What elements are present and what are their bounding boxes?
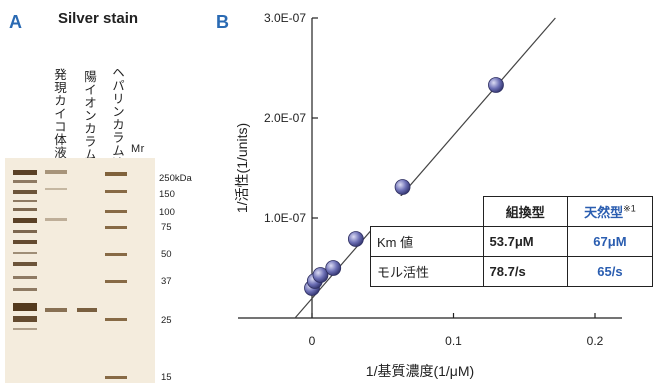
data-point-5 (394, 179, 411, 195)
y-axis-label: 1/活性(1/units) (234, 123, 250, 213)
y-tick-label-1: 2.0E-07 (264, 111, 306, 125)
x-tick-label-2: 0.2 (587, 334, 604, 348)
panel-a-letter: A (9, 12, 22, 32)
row-label-km: Km 値 (370, 226, 484, 257)
molar-activity-natural: 65/s (566, 256, 653, 287)
natural-note-mark: ※1 (623, 203, 636, 214)
x-tick-label-0: 0 (309, 334, 316, 348)
x-axis-label: 1/基質濃度(1/μM) (366, 363, 474, 379)
data-point-2 (312, 267, 329, 283)
header-natural-text: 天然型 (584, 205, 624, 220)
chart-axes (238, 18, 622, 319)
table-row-molar-activity: モル活性 78.7/s 65/s (370, 256, 653, 287)
lane-label-crude: 発現カイコ体液 (52, 68, 66, 159)
marker-label-250: 250kDa (159, 173, 192, 184)
panel-a-title: Silver stain (58, 10, 139, 27)
marker-label-150: 150 (159, 189, 175, 200)
marker-label-15: 15 (161, 372, 172, 383)
molar-activity-recombinant: 78.7/s (482, 256, 568, 287)
x-tick-label-1: 0.1 (445, 334, 462, 348)
data-point-4 (347, 231, 364, 247)
table-row-km: Km 値 53.7μM 67μM (370, 226, 653, 257)
y-tick-label-2: 3.0E-07 (264, 11, 306, 25)
y-tick-label-0: 1.0E-07 (264, 211, 306, 225)
gel-image (5, 158, 155, 383)
marker-label-25: 25 (161, 315, 172, 326)
kinetics-table: 組換型 天然型※1 Km 値 53.7μM 67μM モル活性 78.7/s 6… (370, 196, 653, 287)
marker-label-75: 75 (161, 222, 172, 233)
lane-label-mr: Mr (131, 143, 145, 155)
tick-labels: 1.0E-07 2.0E-07 3.0E-07 0 0.1 0.2 (264, 11, 604, 348)
row-label-molar-activity: モル活性 (370, 256, 484, 287)
data-points (304, 77, 504, 296)
header-natural: 天然型※1 (566, 196, 653, 227)
data-point-3 (325, 260, 342, 276)
y-tick-marks (312, 17, 318, 219)
marker-label-37: 37 (161, 276, 172, 287)
header-recombinant: 組換型 (482, 196, 568, 227)
data-point-6 (488, 77, 504, 93)
x-tick-marks (311, 313, 596, 318)
km-natural: 67μM (566, 226, 653, 257)
lane-label-heparin: ヘパリンカラム溶出 (110, 66, 124, 183)
table-header-row: 組換型 天然型※1 (371, 196, 653, 227)
km-recombinant: 53.7μM (482, 226, 568, 257)
marker-label-50: 50 (161, 249, 172, 260)
gel-bands (13, 170, 127, 379)
table-corner-cell (371, 197, 484, 227)
panel-b-letter: B (216, 12, 229, 32)
marker-label-100: 100 (159, 207, 175, 218)
lane-label-cation: 陽イオンカラム溶出 (82, 70, 96, 187)
